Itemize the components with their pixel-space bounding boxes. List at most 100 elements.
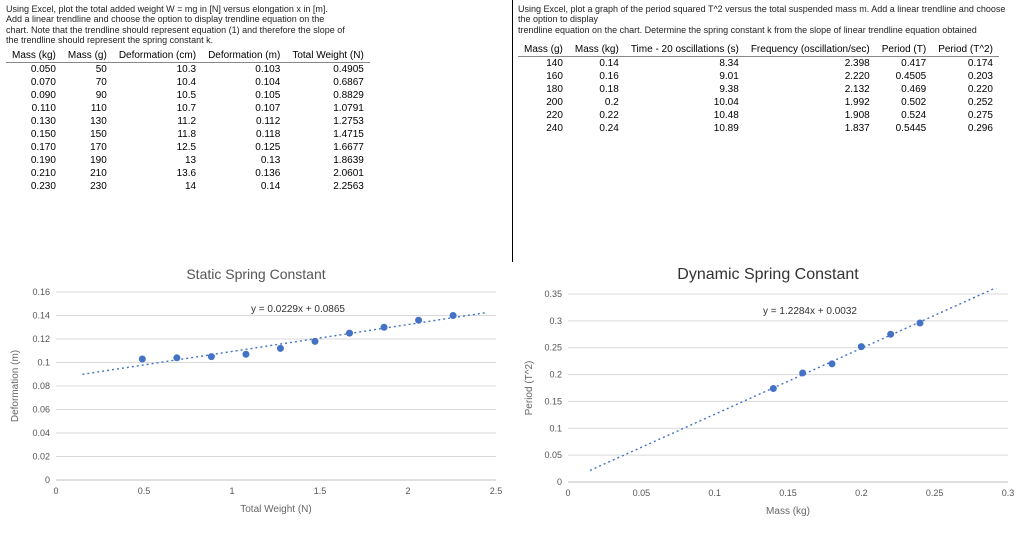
svg-text:0.2: 0.2 — [855, 488, 868, 498]
table-cell: 0.2 — [569, 96, 625, 109]
svg-text:0: 0 — [45, 475, 50, 485]
table-cell: 0.070 — [6, 76, 62, 89]
table-cell: 0.502 — [876, 96, 932, 109]
static-data-table: Mass (kg)Mass (g)Deformation (cm)Deforma… — [6, 49, 370, 193]
column-header: Mass (g) — [518, 43, 569, 57]
svg-text:0.04: 0.04 — [32, 428, 50, 438]
svg-text:0.02: 0.02 — [32, 452, 50, 462]
table-cell: 0.210 — [6, 167, 62, 180]
table-cell: 0.174 — [932, 57, 999, 71]
svg-text:0.15: 0.15 — [779, 488, 797, 498]
top-left-panel: Using Excel, plot the total added weight… — [0, 0, 512, 256]
table-row: 1600.169.012.2200.45050.203 — [518, 70, 999, 83]
svg-text:y = 1.2284x + 0.0032: y = 1.2284x + 0.0032 — [763, 306, 857, 317]
svg-text:0: 0 — [565, 488, 570, 498]
table-cell: 0.18 — [569, 83, 625, 96]
svg-text:0.3: 0.3 — [1002, 488, 1015, 498]
table-cell: 160 — [518, 70, 569, 83]
static-spring-chart: 00.020.040.060.080.10.120.140.1600.511.5… — [6, 286, 506, 516]
dynamic-chart-title: Dynamic Spring Constant — [518, 266, 1018, 284]
svg-text:0.12: 0.12 — [32, 334, 50, 344]
table-cell: 0.4905 — [286, 63, 370, 77]
table-cell: 90 — [62, 89, 113, 102]
table-cell: 0.14 — [202, 180, 286, 193]
table-cell: 0.112 — [202, 115, 286, 128]
table-cell: 50 — [62, 63, 113, 77]
svg-text:Mass (kg): Mass (kg) — [766, 506, 810, 517]
table-cell: 0.13 — [202, 154, 286, 167]
table-cell: 0.524 — [876, 109, 932, 122]
table-cell: 10.48 — [625, 109, 745, 122]
table-cell: 13.6 — [113, 167, 202, 180]
svg-text:0.1: 0.1 — [549, 423, 562, 433]
table-cell: 2.0601 — [286, 167, 370, 180]
table-cell: 0.8829 — [286, 89, 370, 102]
table-cell: 2.2563 — [286, 180, 370, 193]
table-cell: 14 — [113, 180, 202, 193]
dynamic-chart-panel: Dynamic Spring Constant 00.050.10.150.20… — [512, 256, 1024, 537]
table-cell: 2.398 — [745, 57, 876, 71]
table-cell: 0.125 — [202, 141, 286, 154]
table-cell: 200 — [518, 96, 569, 109]
svg-text:0.35: 0.35 — [544, 289, 562, 299]
column-header: Frequency (oscillation/sec) — [745, 43, 876, 57]
static-chart-panel: Static Spring Constant 00.020.040.060.08… — [0, 256, 512, 537]
svg-text:1: 1 — [229, 486, 234, 496]
dynamic-data-table: Mass (g)Mass (kg)Time - 20 oscillations … — [518, 43, 999, 135]
table-cell: 0.104 — [202, 76, 286, 89]
table-cell: 12.5 — [113, 141, 202, 154]
table-cell: 0.203 — [932, 70, 999, 83]
table-cell: 8.34 — [625, 57, 745, 71]
table-cell: 230 — [62, 180, 113, 193]
table-cell: 0.24 — [569, 122, 625, 135]
table-cell: 170 — [62, 141, 113, 154]
table-cell: 240 — [518, 122, 569, 135]
table-cell: 0.220 — [932, 83, 999, 96]
table-cell: 0.4505 — [876, 70, 932, 83]
table-cell: 2.220 — [745, 70, 876, 83]
table-cell: 70 — [62, 76, 113, 89]
svg-text:0.2: 0.2 — [549, 370, 562, 380]
left-instructions: Using Excel, plot the total added weight… — [6, 4, 506, 45]
table-cell: 190 — [62, 154, 113, 167]
column-header: Period (T^2) — [932, 43, 999, 57]
table-cell: 0.170 — [6, 141, 62, 154]
column-header: Mass (kg) — [6, 49, 62, 63]
table-cell: 10.5 — [113, 89, 202, 102]
table-cell: 0.296 — [932, 122, 999, 135]
table-cell: 0.103 — [202, 63, 286, 77]
table-cell: 0.130 — [6, 115, 62, 128]
table-cell: 130 — [62, 115, 113, 128]
table-cell: 10.7 — [113, 102, 202, 115]
svg-text:1.5: 1.5 — [314, 486, 327, 496]
table-row: 0.0505010.30.1030.4905 — [6, 63, 370, 77]
svg-text:0.14: 0.14 — [32, 311, 50, 321]
table-cell: 0.5445 — [876, 122, 932, 135]
table-cell: 220 — [518, 109, 569, 122]
svg-text:0.06: 0.06 — [32, 405, 50, 415]
table-cell: 0.417 — [876, 57, 932, 71]
column-header: Mass (kg) — [569, 43, 625, 57]
dynamic-spring-chart: 00.050.10.150.20.250.30.3500.050.10.150.… — [518, 288, 1018, 518]
column-header: Total Weight (N) — [286, 49, 370, 63]
table-cell: 0.469 — [876, 83, 932, 96]
table-row: 0.15015011.80.1181.4715 — [6, 128, 370, 141]
table-cell: 210 — [62, 167, 113, 180]
table-row: 0.0707010.40.1040.6867 — [6, 76, 370, 89]
table-cell: 0.252 — [932, 96, 999, 109]
svg-text:0.15: 0.15 — [544, 396, 562, 406]
svg-text:2: 2 — [405, 486, 410, 496]
table-cell: 11.8 — [113, 128, 202, 141]
svg-text:2.5: 2.5 — [490, 486, 503, 496]
table-cell: 1.2753 — [286, 115, 370, 128]
svg-text:0: 0 — [53, 486, 58, 496]
table-cell: 1.0791 — [286, 102, 370, 115]
table-row: 0.190190130.131.8639 — [6, 154, 370, 167]
static-chart-title: Static Spring Constant — [6, 266, 506, 282]
table-cell: 10.89 — [625, 122, 745, 135]
svg-text:0.16: 0.16 — [32, 287, 50, 297]
table-row: 0.0909010.50.1050.8829 — [6, 89, 370, 102]
table-cell: 11.2 — [113, 115, 202, 128]
table-cell: 1.992 — [745, 96, 876, 109]
svg-text:Deformation (m): Deformation (m) — [10, 350, 21, 422]
